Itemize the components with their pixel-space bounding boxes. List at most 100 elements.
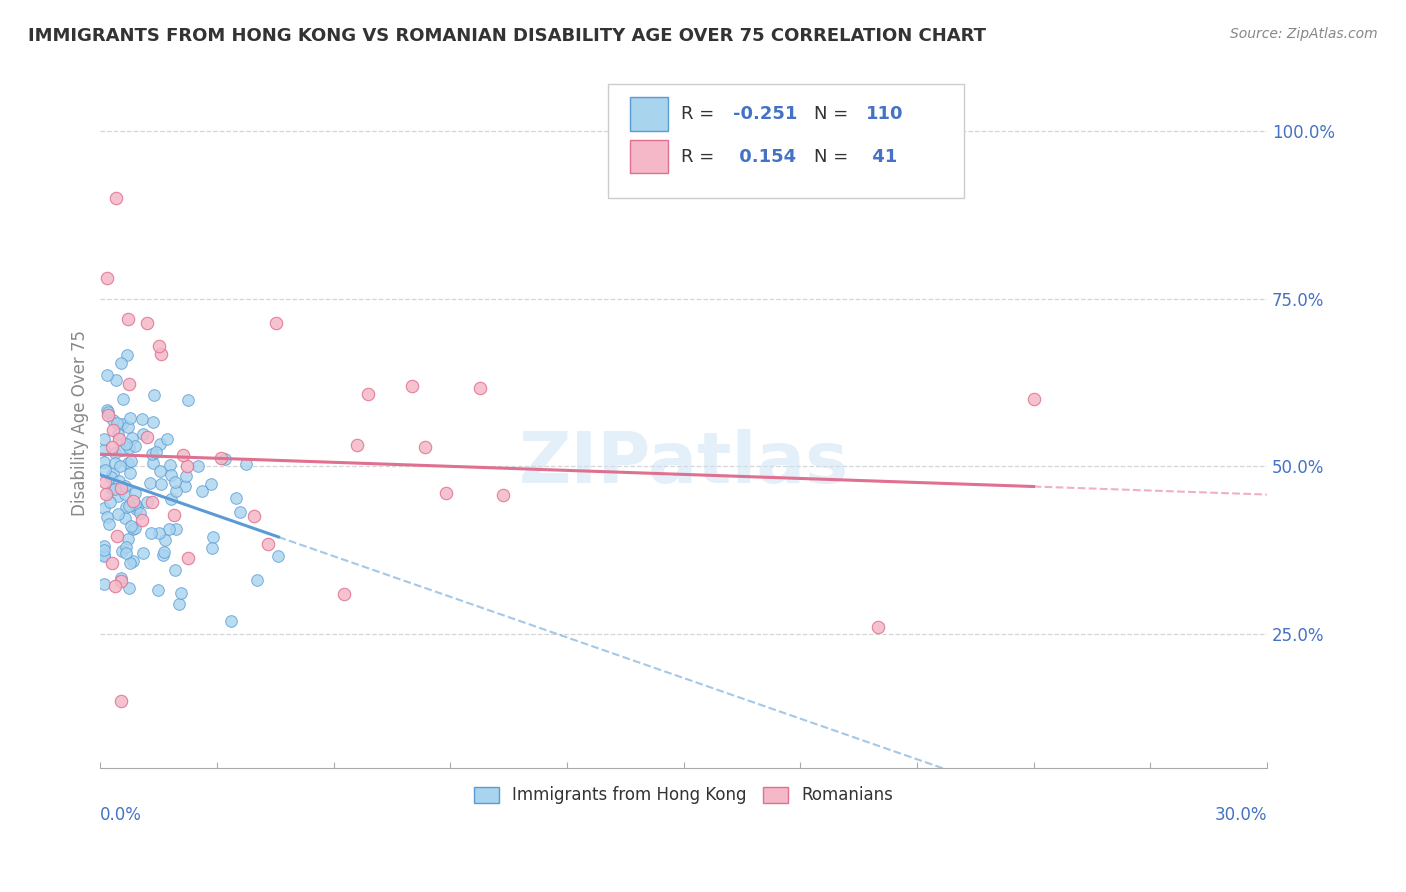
Point: [159, 458, 181, 472]
Point: [132, 546, 155, 560]
Point: [93, 455, 115, 469]
Text: ZIPatlas: ZIPatlas: [519, 429, 849, 499]
Text: 0.154: 0.154: [733, 148, 796, 166]
Point: [111, 443, 134, 458]
Point: [110, 571, 132, 585]
Point: [150, 477, 173, 491]
Point: [107, 474, 129, 488]
Point: [148, 525, 170, 540]
Point: [163, 564, 186, 578]
Point: [121, 431, 143, 445]
Point: [160, 492, 183, 507]
Point: [107, 426, 129, 441]
Point: [110, 417, 132, 431]
FancyBboxPatch shape: [630, 97, 668, 130]
Point: [127, 500, 149, 514]
Legend: Immigrants from Hong Kong, Romanians: Immigrants from Hong Kong, Romanians: [467, 780, 900, 811]
Point: [108, 458, 131, 473]
Point: [267, 549, 290, 563]
Point: [242, 508, 264, 523]
Point: [149, 437, 172, 451]
Point: [142, 388, 165, 402]
Point: [96, 509, 118, 524]
Point: [201, 541, 224, 555]
Point: [145, 445, 167, 459]
Point: [93, 543, 115, 558]
Text: IMMIGRANTS FROM HONG KONG VS ROMANIAN DISABILITY AGE OVER 75 CORRELATION CHART: IMMIGRANTS FROM HONG KONG VS ROMANIAN DI…: [28, 27, 986, 45]
Point: [492, 488, 515, 502]
Point: [103, 423, 125, 437]
Point: [139, 525, 162, 540]
Point: [93, 576, 115, 591]
Point: [114, 511, 136, 525]
Text: 110: 110: [866, 105, 903, 123]
Point: [114, 546, 136, 560]
Point: [152, 548, 174, 562]
Point: [104, 579, 127, 593]
Point: [124, 521, 146, 535]
Point: [110, 574, 132, 588]
Point: [176, 468, 198, 483]
Point: [105, 416, 128, 430]
Point: [124, 486, 146, 500]
Point: [131, 513, 153, 527]
Point: [264, 316, 287, 330]
Y-axis label: Disability Age Over 75: Disability Age Over 75: [72, 329, 89, 516]
Point: [1022, 392, 1045, 406]
Point: [105, 529, 128, 543]
Point: [118, 441, 141, 455]
Point: [201, 530, 224, 544]
Point: [141, 447, 163, 461]
Point: [118, 581, 141, 595]
Point: [346, 438, 368, 452]
Point: [122, 494, 145, 508]
Point: [105, 374, 128, 388]
Point: [468, 381, 491, 395]
Point: [139, 476, 162, 491]
Point: [94, 475, 117, 489]
Point: [413, 440, 436, 454]
Point: [107, 507, 129, 521]
Point: [96, 368, 118, 383]
Point: [159, 467, 181, 482]
Point: [93, 539, 115, 553]
Point: [129, 506, 152, 520]
Text: R =: R =: [682, 105, 720, 123]
Point: [214, 451, 236, 466]
Point: [868, 620, 890, 634]
Point: [246, 573, 269, 587]
Point: [131, 411, 153, 425]
Point: [107, 489, 129, 503]
Point: [117, 376, 139, 391]
Point: [120, 518, 142, 533]
Point: [257, 537, 280, 551]
Point: [114, 487, 136, 501]
Text: 41: 41: [866, 148, 897, 166]
Point: [142, 456, 165, 470]
Point: [98, 495, 121, 509]
Point: [115, 541, 138, 555]
Point: [200, 477, 222, 491]
FancyBboxPatch shape: [630, 140, 668, 173]
Point: [165, 484, 187, 499]
Point: [141, 495, 163, 509]
Point: [96, 408, 118, 422]
Point: [104, 482, 127, 496]
Point: [170, 585, 193, 599]
Point: [117, 533, 139, 547]
Point: [100, 470, 122, 484]
Point: [121, 554, 143, 568]
Point: [94, 463, 117, 477]
Point: [163, 508, 186, 522]
Text: -0.251: -0.251: [733, 105, 797, 123]
Point: [117, 456, 139, 470]
Point: [125, 502, 148, 516]
FancyBboxPatch shape: [607, 85, 963, 198]
Text: Source: ZipAtlas.com: Source: ZipAtlas.com: [1230, 27, 1378, 41]
Point: [333, 587, 356, 601]
Point: [191, 484, 214, 499]
Point: [157, 522, 180, 536]
Point: [153, 533, 176, 548]
Point: [93, 549, 115, 564]
Point: [401, 379, 423, 393]
